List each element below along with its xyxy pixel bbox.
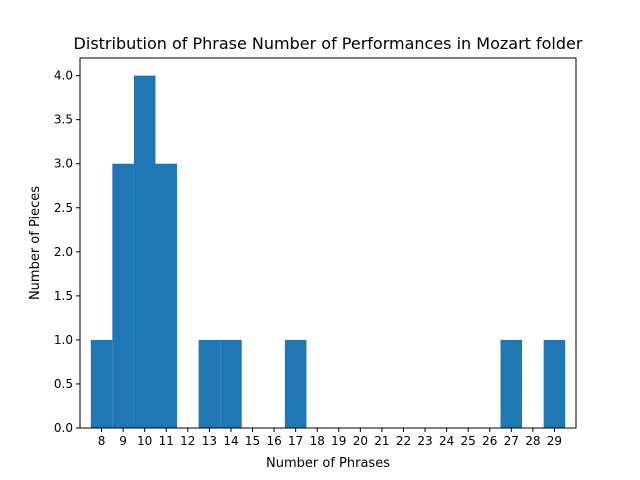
- y-tick-label: 3.5: [54, 113, 73, 127]
- y-tick-label: 0.0: [54, 421, 73, 435]
- bar-11: [155, 163, 178, 428]
- x-tick-label: 27: [504, 434, 519, 448]
- x-tick-label: 9: [119, 434, 127, 448]
- x-tick-label: 16: [266, 434, 281, 448]
- y-tick-label: 3.0: [54, 157, 73, 171]
- bar-8: [90, 339, 113, 428]
- y-tick-label: 2.5: [54, 201, 73, 215]
- bar-9: [112, 163, 134, 428]
- bar-17: [284, 339, 307, 428]
- y-tick-label: 2.0: [54, 245, 73, 259]
- x-tick-label: 29: [547, 434, 562, 448]
- plot-frame: [79, 57, 577, 429]
- y-tick-label: 1.0: [54, 333, 73, 347]
- x-tick-label: 28: [525, 434, 540, 448]
- x-tick-label: 10: [137, 434, 152, 448]
- x-tick-label: 8: [98, 434, 106, 448]
- x-tick-label: 22: [396, 434, 411, 448]
- x-tick-label: 20: [353, 434, 368, 448]
- x-tick-label: 21: [374, 434, 389, 448]
- x-tick-label: 14: [223, 434, 238, 448]
- y-tick-label: 4.0: [54, 69, 73, 83]
- x-tick-label: 19: [331, 434, 346, 448]
- x-axis-ticks: 8 9 10 11 12 13 14 15 16 17 18 19 20 21 22 23 24 25 26 27 28…: [98, 428, 562, 448]
- y-axis-ticks: 0.0 0.5 1.0 1.5 2.0 2.5 3.0 3.5 4.0: [54, 69, 80, 435]
- x-tick-label: 18: [310, 434, 325, 448]
- x-axis-label: Number of Phrases: [266, 456, 390, 471]
- x-tick-label: 12: [180, 434, 195, 448]
- x-tick-label: 13: [202, 434, 217, 448]
- x-tick-label: 15: [245, 434, 260, 448]
- bars-group: [90, 75, 566, 428]
- x-tick-label: 25: [461, 434, 476, 448]
- x-tick-label: 23: [417, 434, 432, 448]
- x-tick-label: 17: [288, 434, 303, 448]
- bar-10: [133, 75, 156, 428]
- x-tick-label: 26: [482, 434, 497, 448]
- y-axis-label: Number of Pieces: [28, 186, 43, 300]
- bar-13: [198, 339, 221, 428]
- y-tick-label: 1.5: [54, 289, 73, 303]
- bar-14: [220, 339, 242, 428]
- bar-27: [500, 339, 523, 428]
- x-tick-label: 11: [159, 434, 174, 448]
- x-tick-label: 24: [439, 434, 454, 448]
- y-tick-label: 0.5: [54, 377, 73, 391]
- chart-title: Distribution of Phrase Number of Perform…: [74, 34, 583, 53]
- bar-29: [543, 339, 566, 428]
